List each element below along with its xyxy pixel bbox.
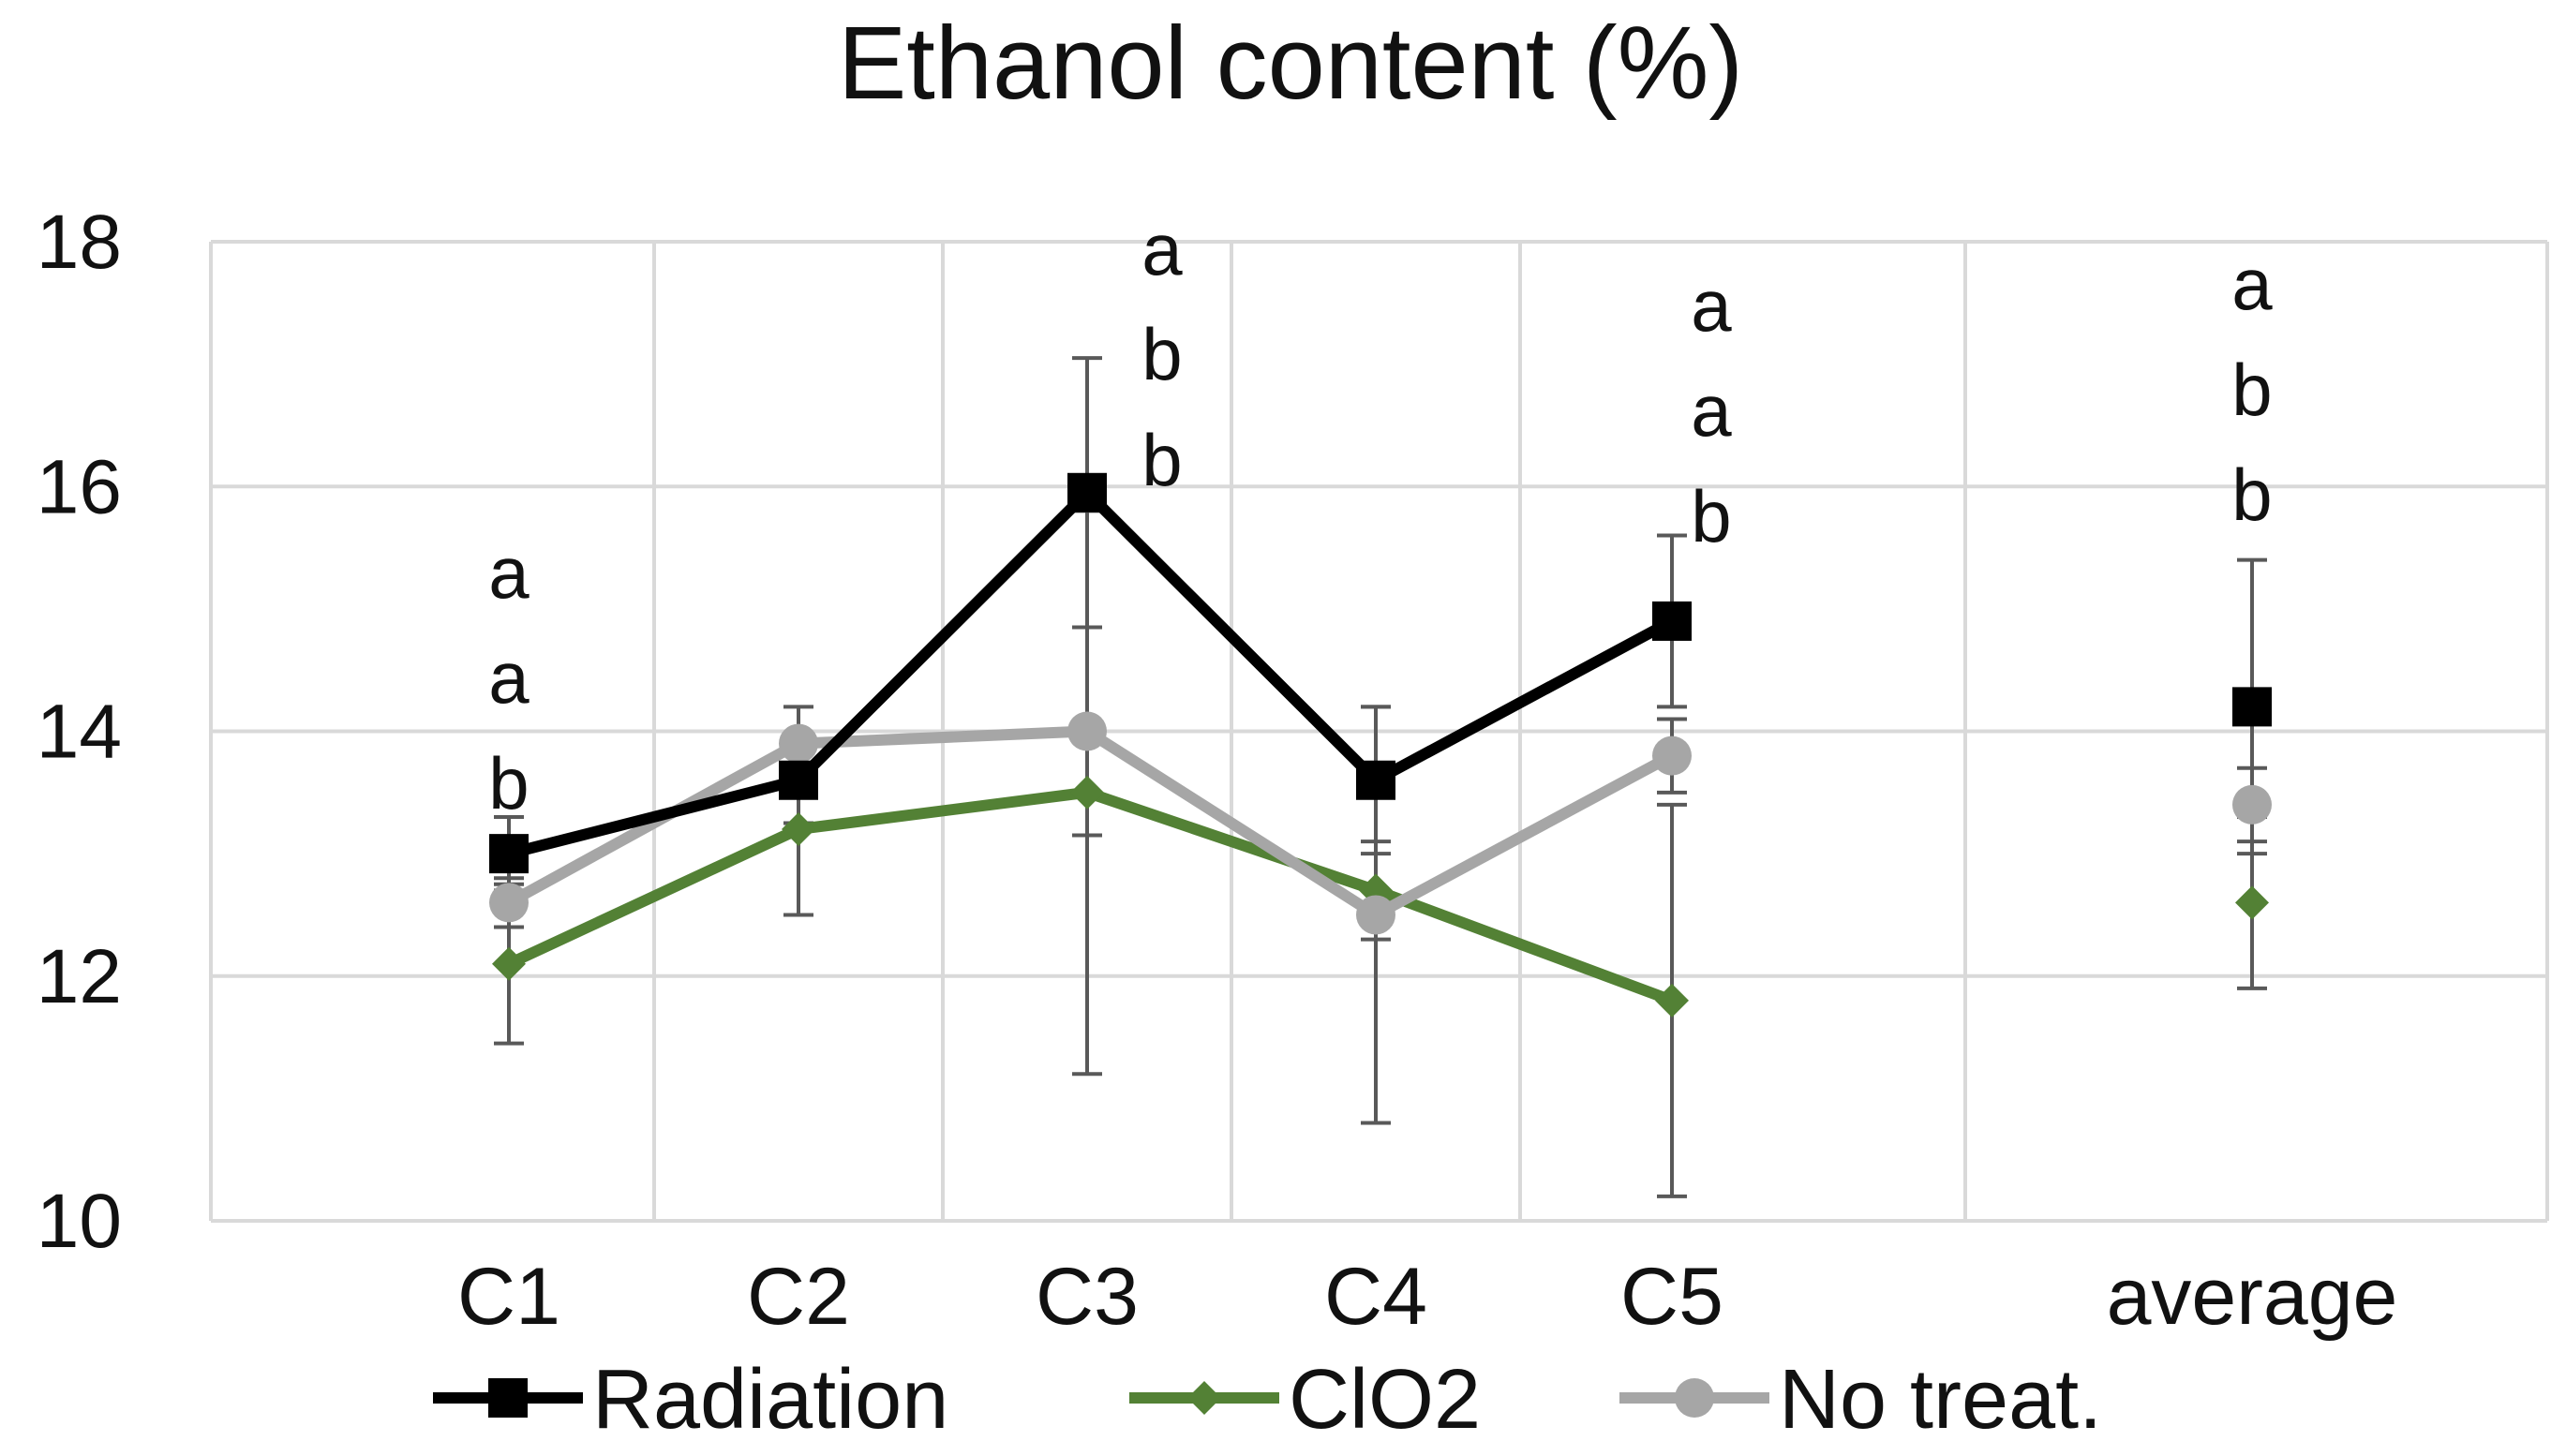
x-tick-label: C5 [1620,1252,1723,1342]
x-tick-label: C3 [1036,1252,1139,1342]
significance-letter: b [488,742,529,825]
marker-radiation [1652,601,1692,641]
significance-letter: b [2231,349,2272,431]
chart-title: Ethanol content (%) [838,6,1743,121]
significance-letter: b [1141,313,1182,395]
legend-item-clo2: ClO2 [1129,1353,1481,1447]
marker-clo2 [1655,983,1689,1018]
x-tick-label: average [2107,1252,2398,1342]
significance-letter: a [2231,243,2273,325]
x-tick-label: C2 [747,1252,850,1342]
marker-radiation [779,760,818,800]
legend-item-radiation: Radiation [433,1353,948,1447]
legend-marker [1675,1378,1714,1418]
grid [209,240,2549,1223]
series-line-clo2 [506,786,1675,1006]
y-tick-label: 12 [37,934,122,1019]
y-axis: 10 12 14 16 18 [37,200,122,1264]
marker-no-treat [1652,735,1692,776]
marker-no-treat [1356,895,1395,935]
legend-label: Radiation [592,1353,948,1447]
marker-clo2 [492,946,526,981]
marker-clo2 [782,812,815,846]
legend-label: ClO2 [1289,1353,1481,1447]
marker-radiation [489,834,529,874]
x-axis: C1 C2 C3 C4 C5 average [457,1252,2397,1342]
significance-letter: a [488,531,530,614]
marker-clo2 [2235,885,2269,920]
y-tick-label: 14 [37,690,122,775]
y-tick-label: 10 [37,1179,122,1264]
legend-marker [488,1378,528,1418]
marker-no-treat [1067,711,1107,751]
significance-letter: b [1141,419,1182,501]
marker-radiation [1067,472,1107,513]
legend: Radiation ClO2 No treat. [433,1353,2102,1447]
marker-clo2 [1070,775,1104,810]
marker-no-treat [489,883,529,923]
legend-label: No treat. [1779,1353,2102,1447]
x-tick-label: C1 [457,1252,560,1342]
significance-letter: a [1141,208,1183,290]
marker-radiation [2232,687,2272,727]
significance-letter: a [488,636,530,719]
significance-letter: b [1691,475,1731,557]
legend-item-no-treat: No treat. [1619,1353,2102,1447]
y-tick-label: 16 [37,444,122,529]
significance-letter: a [1691,264,1732,347]
x-tick-label: C4 [1324,1252,1427,1342]
marker-radiation [1356,760,1395,800]
y-tick-label: 18 [37,200,122,285]
significance-letter: b [2231,453,2272,536]
marker-no-treat [779,723,818,764]
legend-marker [1187,1381,1221,1415]
significance-letter: a [1691,369,1732,452]
series-markers [489,472,2272,1018]
marker-no-treat [2232,784,2272,825]
